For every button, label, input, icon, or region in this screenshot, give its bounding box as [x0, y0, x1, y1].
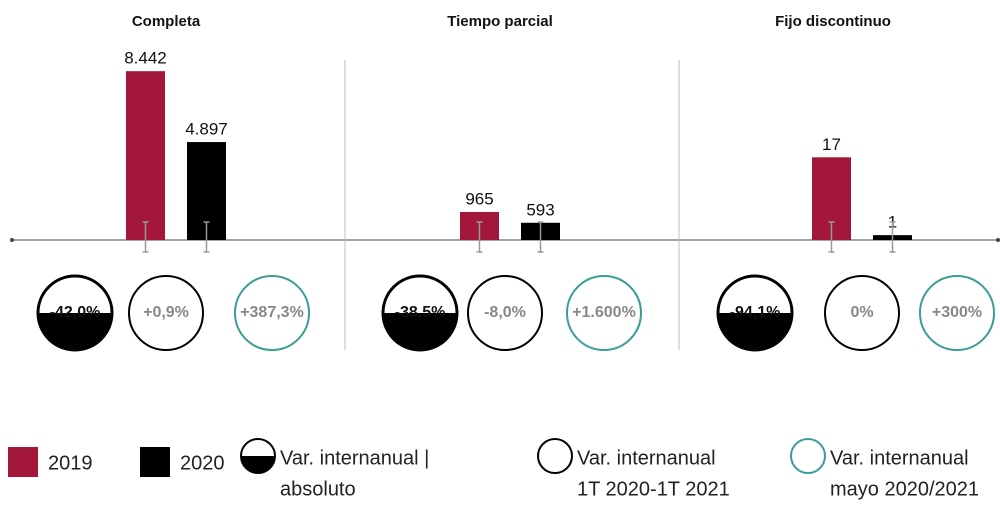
baseline-dot: [10, 238, 14, 242]
legend-label: absoluto: [280, 478, 356, 500]
variation-label: +1.600%: [572, 304, 636, 321]
bar: [126, 71, 165, 240]
value-label: 4.897: [185, 120, 228, 139]
legend-label: mayo 2020/2021: [830, 478, 979, 500]
legend-swatch: [8, 447, 38, 477]
variation-label: -8,0%: [484, 304, 526, 321]
variation-circle: [566, 275, 642, 351]
variation-circle: [919, 275, 995, 351]
variation-circle-fill: [383, 313, 457, 350]
legend-label: Var. internanual: [577, 447, 716, 469]
panel-title: Tiempo parcial: [447, 13, 553, 30]
variation-label: +387,3%: [240, 304, 304, 321]
variation-circle: [537, 438, 573, 474]
value-label: 17: [822, 135, 841, 154]
legend-label: 2020: [180, 452, 225, 474]
variation-circle-fill: [38, 313, 112, 350]
variation-circle: [824, 275, 900, 351]
legend-label: 2019: [48, 452, 93, 474]
panel-title: Completa: [132, 13, 201, 30]
panel-title: Fijo discontinuo: [775, 13, 891, 30]
variation-circle-fill: [718, 313, 792, 350]
legend-label: Var. internanual |: [280, 447, 429, 469]
variation-label: -38,5%: [395, 304, 446, 321]
variation-circle-fill: [241, 456, 275, 473]
variation-circle: [467, 275, 543, 351]
variation-circle: [234, 275, 310, 351]
legend-label: Var. internanual: [830, 447, 969, 469]
baseline-dot: [996, 238, 1000, 242]
value-label: 593: [526, 200, 554, 219]
legend-swatch: [140, 447, 170, 477]
variation-circle: [128, 275, 204, 351]
variation-label: -94,1%: [730, 304, 781, 321]
variation-circle: [790, 438, 826, 474]
value-label: 965: [465, 189, 493, 208]
variation-label: +0,9%: [143, 304, 189, 321]
variation-label: 0%: [850, 304, 873, 321]
variation-label: +300%: [932, 304, 982, 321]
variation-label: -42,0%: [50, 304, 101, 321]
legend-label: 1T 2020-1T 2021: [577, 478, 730, 500]
value-label: 8.442: [124, 49, 167, 68]
